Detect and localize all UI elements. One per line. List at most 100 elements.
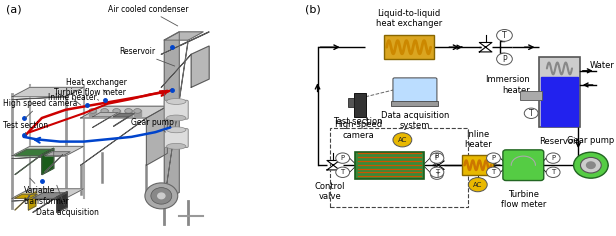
Text: Variable
transformer: Variable transformer (24, 178, 70, 206)
FancyBboxPatch shape (539, 57, 580, 127)
Text: (a): (a) (6, 5, 22, 15)
Text: (b): (b) (305, 5, 321, 15)
Polygon shape (33, 197, 57, 212)
Text: P: P (551, 155, 555, 161)
Polygon shape (12, 146, 84, 156)
Circle shape (145, 183, 178, 209)
Text: Control
valve: Control valve (315, 182, 346, 201)
Text: P: P (341, 155, 345, 161)
Polygon shape (113, 117, 129, 126)
Text: Heat exchanger: Heat exchanger (66, 78, 127, 94)
Text: Turbine flow meter: Turbine flow meter (54, 88, 126, 100)
Ellipse shape (89, 109, 96, 113)
Polygon shape (433, 161, 444, 169)
Polygon shape (81, 106, 168, 118)
Polygon shape (45, 155, 63, 172)
Polygon shape (479, 42, 492, 52)
FancyBboxPatch shape (384, 35, 434, 59)
Ellipse shape (134, 109, 141, 113)
Text: T: T (502, 31, 507, 40)
Polygon shape (12, 87, 84, 97)
Polygon shape (81, 118, 147, 165)
Polygon shape (147, 106, 168, 165)
Text: Turbine
flow meter: Turbine flow meter (501, 190, 546, 209)
FancyBboxPatch shape (164, 100, 188, 119)
Text: P: P (502, 55, 507, 63)
Bar (134, 110, 141, 116)
Text: T: T (529, 109, 533, 118)
Ellipse shape (166, 115, 186, 121)
FancyBboxPatch shape (393, 78, 437, 103)
Polygon shape (57, 192, 67, 212)
Polygon shape (15, 194, 38, 198)
Text: Data acquisition
system: Data acquisition system (381, 111, 449, 130)
Text: Liquid-to-liquid
heat exchanger: Liquid-to-liquid heat exchanger (376, 9, 442, 28)
Circle shape (431, 170, 444, 179)
Polygon shape (164, 32, 179, 201)
Text: Data acquisition: Data acquisition (36, 185, 99, 217)
Ellipse shape (113, 109, 120, 113)
Circle shape (468, 177, 487, 192)
Ellipse shape (124, 109, 132, 113)
Circle shape (573, 152, 608, 178)
Circle shape (487, 167, 500, 177)
FancyBboxPatch shape (391, 101, 439, 106)
Polygon shape (45, 152, 70, 156)
Text: Reservoir: Reservoir (540, 137, 580, 146)
Polygon shape (33, 193, 67, 198)
FancyBboxPatch shape (355, 152, 424, 179)
Circle shape (430, 153, 444, 163)
Polygon shape (191, 46, 209, 87)
Text: Test section: Test section (3, 121, 48, 135)
FancyBboxPatch shape (520, 91, 542, 100)
Polygon shape (42, 148, 54, 175)
Circle shape (430, 167, 444, 177)
Ellipse shape (166, 127, 186, 133)
Polygon shape (161, 54, 191, 87)
Bar (101, 110, 108, 116)
Text: T: T (492, 169, 496, 175)
Text: P: P (435, 153, 439, 159)
Text: High speed camera: High speed camera (3, 99, 78, 118)
Text: Water: Water (590, 61, 614, 70)
Polygon shape (164, 40, 188, 201)
Text: Air cooled condenser: Air cooled condenser (108, 5, 188, 26)
Ellipse shape (166, 99, 186, 104)
Text: Immersion
heater: Immersion heater (485, 75, 530, 95)
Polygon shape (113, 114, 134, 117)
Polygon shape (161, 32, 209, 54)
Text: T: T (435, 169, 439, 175)
Circle shape (151, 188, 172, 204)
Bar (113, 110, 120, 116)
Bar (89, 110, 97, 116)
Circle shape (158, 193, 165, 199)
Text: Inline heater: Inline heater (48, 93, 97, 105)
Circle shape (487, 153, 500, 163)
Bar (125, 110, 132, 116)
Polygon shape (12, 189, 84, 198)
Ellipse shape (166, 143, 186, 149)
FancyBboxPatch shape (354, 93, 366, 117)
Circle shape (580, 157, 601, 173)
Circle shape (336, 167, 350, 177)
FancyBboxPatch shape (462, 155, 493, 175)
Polygon shape (28, 192, 36, 210)
Polygon shape (12, 156, 66, 159)
Text: T: T (341, 169, 345, 175)
Text: P: P (492, 155, 495, 161)
Circle shape (431, 151, 444, 160)
Polygon shape (92, 117, 110, 127)
Text: Flow: Flow (387, 167, 410, 176)
Polygon shape (15, 196, 30, 210)
Circle shape (336, 153, 350, 163)
Polygon shape (15, 149, 54, 156)
Polygon shape (92, 113, 118, 117)
Circle shape (524, 108, 538, 118)
Text: Inline
heater: Inline heater (464, 130, 492, 149)
Polygon shape (164, 32, 203, 40)
Text: Test section: Test section (333, 117, 383, 126)
Circle shape (496, 30, 513, 41)
Circle shape (393, 133, 411, 147)
FancyBboxPatch shape (503, 150, 544, 181)
Polygon shape (15, 155, 42, 175)
